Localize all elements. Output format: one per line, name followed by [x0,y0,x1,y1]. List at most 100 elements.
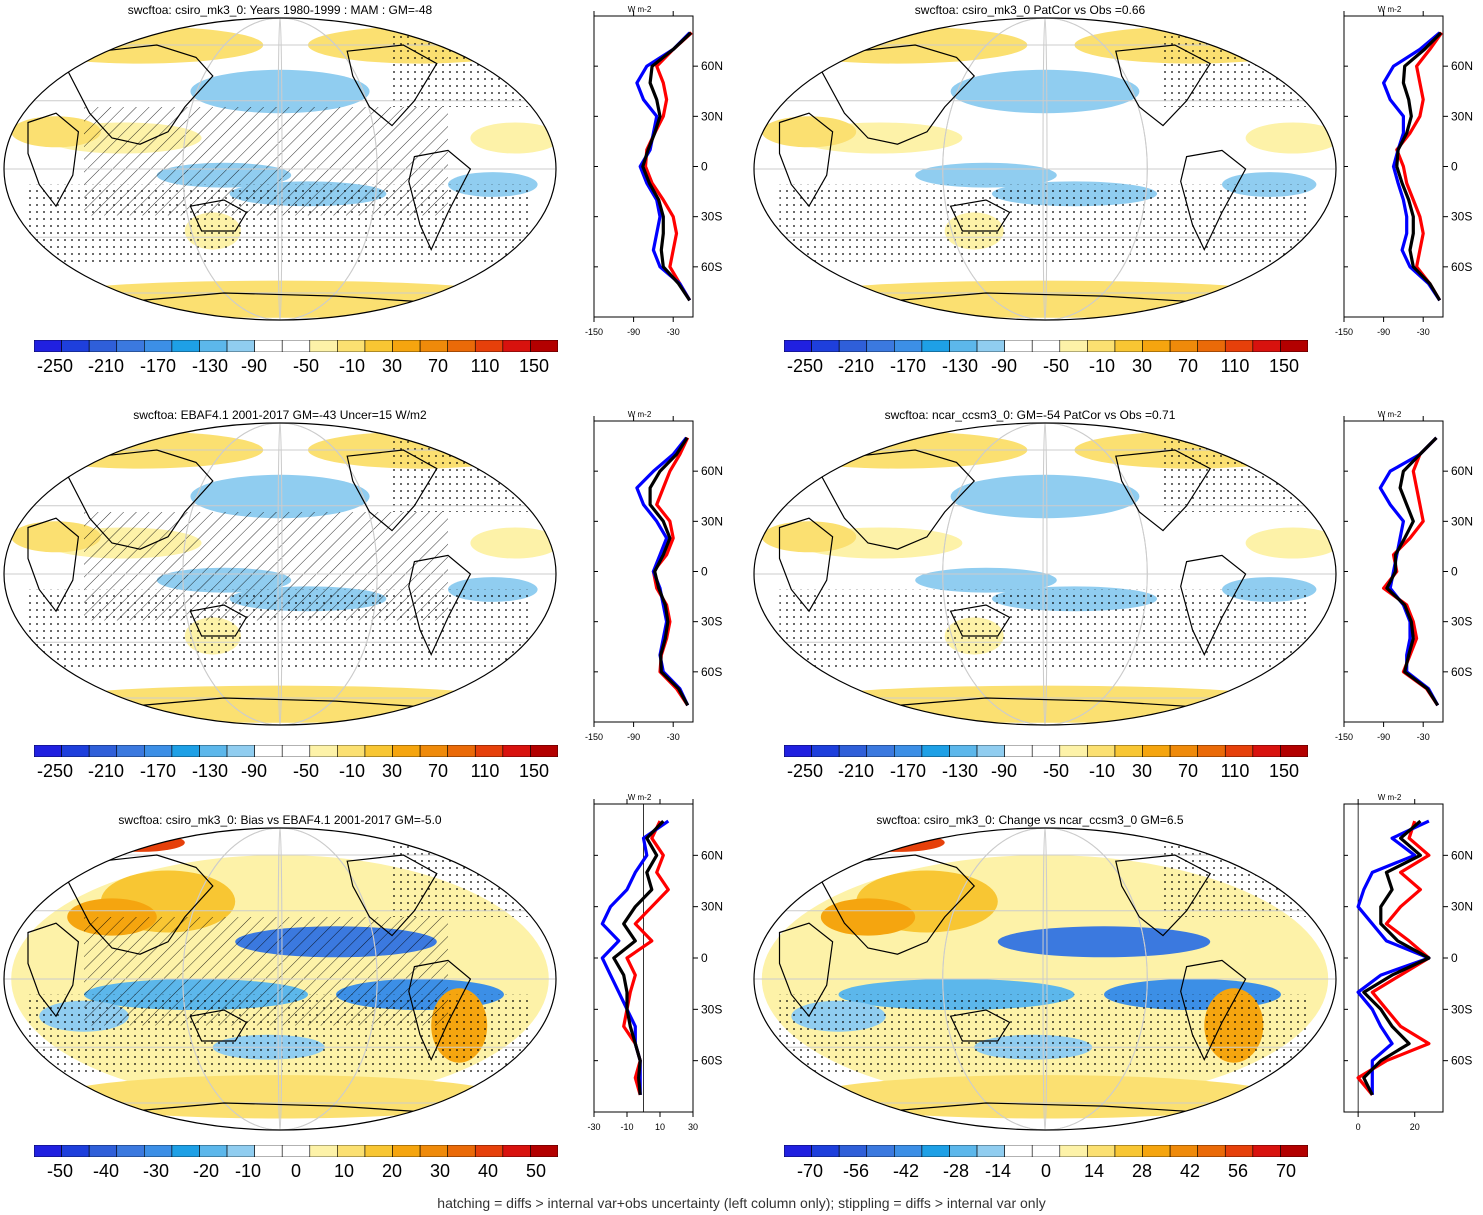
colorbar-swatch [530,745,558,757]
coastline [1115,449,1212,532]
coastline [778,517,834,613]
zonal-mean-plot: 60N 30N 0 30S 60S -150 -90 -30 W m-2 [585,5,723,337]
colorbar-swatch [199,340,228,352]
colorbar-label: -210 [837,356,875,376]
colorbar-swatch [254,745,283,757]
colorbar-swatch [34,745,62,757]
coastline [838,697,1252,711]
coastline [1115,854,1212,937]
colorbar-label: 30 [381,356,403,376]
colorbar-swatch [530,340,558,352]
colorbar-label: -14 [984,1161,1012,1181]
colorbar-swatch [1087,1145,1116,1157]
colorbar-swatch [447,1145,476,1157]
colorbar-label: 150 [518,761,550,781]
y-tick-label: 0 [701,951,708,965]
colorbar-label: 30 [1131,761,1153,781]
colorbar-swatch [894,340,923,352]
colorbar-label: -130 [191,761,229,781]
stippling [392,839,532,917]
series-line-mean [1385,436,1440,707]
map-field-region [773,280,1317,318]
graticule-meridian [942,828,1148,1130]
colorbar-label: -90 [990,761,1018,781]
series-line-model [643,31,693,302]
colorbar-label: -10 [338,356,366,376]
coastline [66,44,214,145]
colorbar-labels: -250 -210 -170 -130 -90 -50 -10 30 70 11… [784,761,1308,781]
map-field-region [1245,527,1336,559]
y-tick-label: 30S [701,210,722,224]
colorbar-label: -10 [234,1161,262,1181]
colorbar-label: 10 [333,1161,355,1181]
map-border [753,17,1337,321]
map-field-region [22,685,538,723]
colorbar-swatch [281,340,311,352]
panel-title: swcftoa: EBAF4.1 2001-2017 GM=-43 Uncer=… [133,408,427,422]
colorbar-label: 28 [1131,1161,1153,1181]
zonal-frame [593,420,694,723]
colorbar-label: -170 [139,761,177,781]
colorbar-label: -130 [941,356,979,376]
colorbar-swatch [1087,745,1116,757]
colorbar-swatch [61,1145,90,1157]
colorbar [784,1145,1308,1157]
colorbar-swatch [1169,1145,1198,1157]
y-tick-label: 30S [1451,210,1472,224]
colorbar-label: 20 [381,1161,403,1181]
colorbar-swatch [502,1145,531,1157]
colorbar-label: -210 [87,356,125,376]
y-tick-label: 30S [701,615,722,629]
y-tick-label: 60S [701,260,722,274]
colorbar-swatch [921,340,950,352]
colorbar-swatch [447,745,476,757]
colorbar-label: -42 [892,1161,920,1181]
colorbar-swatch [144,340,173,352]
y-tick-label: 0 [701,160,708,174]
y-tick-label: 30S [701,1002,722,1016]
colorbar-swatch [419,1145,448,1157]
x-tick-label: -30 [667,732,680,742]
global-map [3,17,557,321]
stippling [1163,839,1311,917]
unit-label: W m-2 [628,5,652,14]
colorbar-swatch [34,1145,62,1157]
colorbar-swatch [116,745,145,757]
colorbar-label: -210 [87,761,125,781]
y-tick-label: 0 [1451,565,1458,579]
colorbar-label: 150 [1268,761,1300,781]
colorbar-swatch [144,1145,173,1157]
coastline [1180,149,1247,251]
colorbar-swatch [309,1145,338,1157]
x-tick-label: -90 [627,327,640,337]
colorbar-swatch [88,1145,118,1157]
colorbar-swatch [364,1145,393,1157]
colorbar-label: 30 [429,1161,451,1181]
y-tick-label: 60S [1451,260,1472,274]
colorbar-swatch [811,1145,840,1157]
colorbar-label: 30 [1131,356,1153,376]
stippling [392,29,532,107]
zonal-mean-plot: 60N 30N 0 30S 60S -30 -10 10 30 W m-2 [587,793,723,1132]
colorbar-label: 0 [1040,1161,1052,1181]
x-tick-label: -90 [1377,732,1390,742]
x-tick-label: -30 [667,327,680,337]
colorbar-label: -170 [139,356,177,376]
colorbar-label: -90 [990,356,1018,376]
colorbar-label: -250 [36,356,74,376]
unit-label: W m-2 [1378,410,1402,419]
colorbar-swatch [1142,1145,1171,1157]
colorbar-label: 110 [1220,761,1250,781]
colorbar-label: -50 [46,1161,74,1181]
colorbar-label: -210 [837,761,875,781]
graticule-meridian [182,18,378,320]
colorbar-swatch [364,340,393,352]
coastline [346,854,438,937]
coastline [83,292,477,306]
colorbar-swatch [1114,745,1143,757]
colorbar-swatch [171,1145,200,1157]
series-line-model [622,820,670,1096]
colorbar-swatch [1169,745,1198,757]
map-field-region [761,116,857,148]
map-border [3,422,557,726]
